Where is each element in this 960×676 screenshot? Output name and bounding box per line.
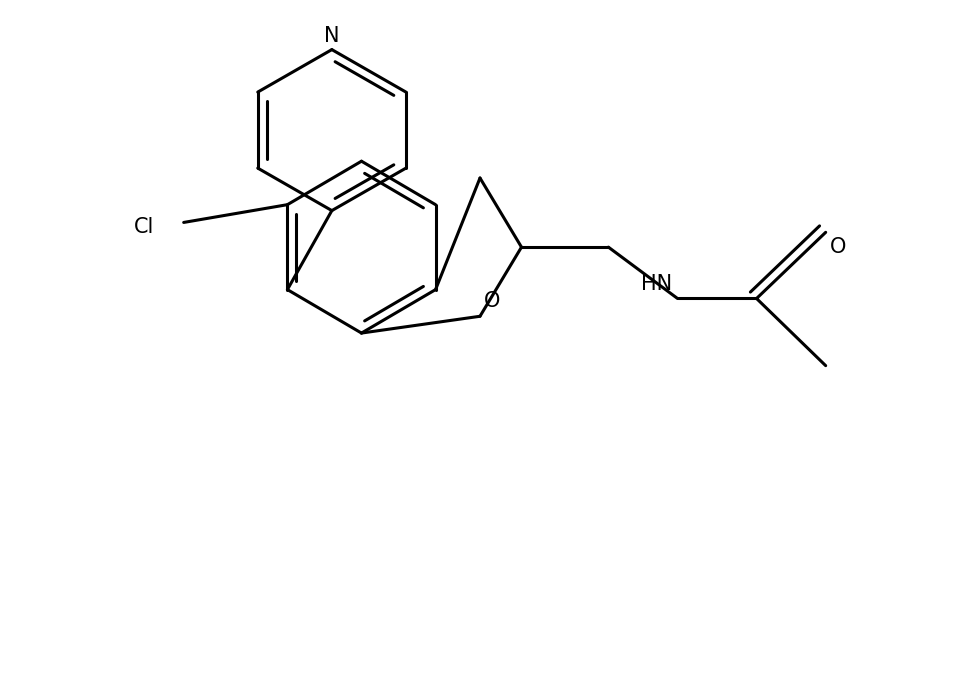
Text: HN: HN: [641, 274, 673, 293]
Text: O: O: [829, 237, 846, 258]
Text: N: N: [324, 26, 340, 46]
Text: O: O: [484, 291, 500, 312]
Text: Cl: Cl: [133, 218, 154, 237]
